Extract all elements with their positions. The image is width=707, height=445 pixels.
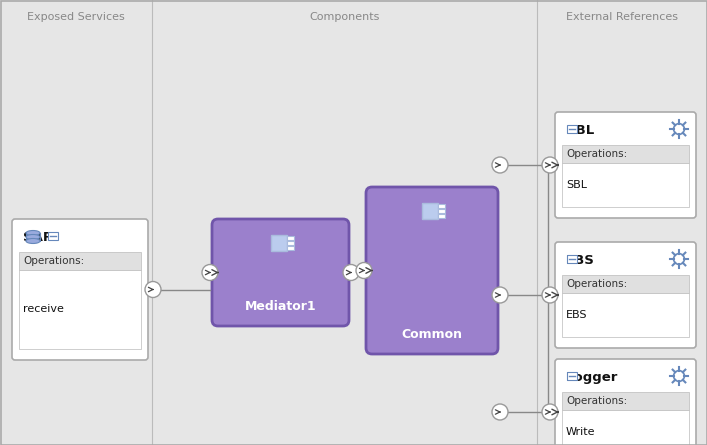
Text: Operations:: Operations: (23, 256, 84, 266)
FancyBboxPatch shape (19, 252, 141, 270)
FancyBboxPatch shape (555, 359, 696, 445)
FancyBboxPatch shape (555, 242, 696, 348)
FancyBboxPatch shape (562, 145, 689, 163)
Circle shape (492, 404, 508, 420)
Circle shape (145, 282, 161, 298)
Circle shape (492, 287, 508, 303)
FancyBboxPatch shape (286, 235, 293, 239)
Text: EBS: EBS (566, 254, 595, 267)
Text: Logger: Logger (566, 371, 619, 384)
FancyBboxPatch shape (366, 187, 498, 354)
Text: Write: Write (566, 427, 595, 437)
FancyBboxPatch shape (438, 214, 445, 218)
FancyBboxPatch shape (567, 255, 577, 263)
Circle shape (343, 264, 359, 280)
Text: Exposed Services: Exposed Services (27, 12, 125, 22)
FancyBboxPatch shape (562, 293, 689, 337)
Ellipse shape (26, 231, 40, 235)
Circle shape (542, 157, 558, 173)
Text: Components: Components (310, 12, 380, 22)
FancyBboxPatch shape (271, 235, 286, 251)
FancyBboxPatch shape (48, 232, 58, 240)
FancyBboxPatch shape (19, 270, 141, 349)
Circle shape (492, 157, 508, 173)
Text: SBL: SBL (566, 124, 595, 137)
Circle shape (356, 263, 372, 279)
FancyBboxPatch shape (438, 203, 445, 207)
FancyBboxPatch shape (555, 112, 696, 218)
FancyBboxPatch shape (562, 410, 689, 445)
Text: EBS: EBS (566, 310, 588, 320)
Circle shape (542, 404, 558, 420)
Text: Operations:: Operations: (566, 396, 627, 406)
Text: receive: receive (23, 304, 64, 315)
FancyBboxPatch shape (212, 219, 349, 326)
Text: External References: External References (566, 12, 678, 22)
FancyBboxPatch shape (567, 372, 577, 380)
Text: SAP: SAP (23, 231, 52, 244)
FancyBboxPatch shape (567, 125, 577, 133)
FancyBboxPatch shape (12, 219, 148, 360)
Text: Common: Common (402, 328, 462, 340)
FancyBboxPatch shape (562, 163, 689, 207)
FancyBboxPatch shape (562, 392, 689, 410)
Ellipse shape (26, 239, 40, 243)
FancyBboxPatch shape (562, 275, 689, 293)
Text: Mediator1: Mediator1 (245, 299, 316, 312)
FancyBboxPatch shape (422, 203, 438, 219)
FancyBboxPatch shape (286, 240, 293, 244)
FancyBboxPatch shape (438, 209, 445, 213)
Text: SBL: SBL (566, 180, 587, 190)
Text: Operations:: Operations: (566, 279, 627, 289)
Circle shape (202, 264, 218, 280)
FancyBboxPatch shape (286, 246, 293, 250)
Circle shape (542, 287, 558, 303)
Ellipse shape (26, 235, 40, 239)
Text: Operations:: Operations: (566, 149, 627, 159)
